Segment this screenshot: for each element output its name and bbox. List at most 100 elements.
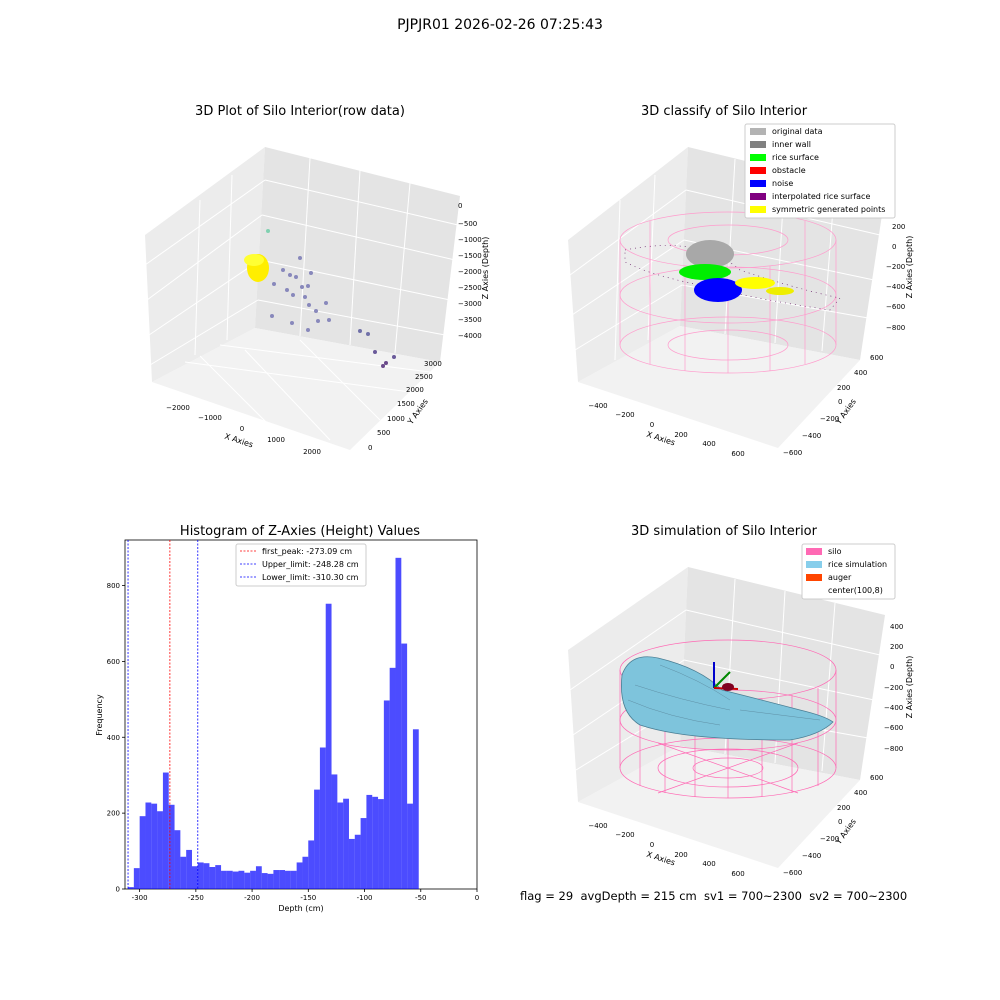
classify-x-ticks: −400 −200 0 200 400 600	[588, 402, 744, 458]
svg-text:−600: −600	[783, 449, 802, 457]
histogram-bar	[261, 873, 268, 889]
svg-text:400: 400	[702, 440, 715, 448]
svg-text:−2000: −2000	[458, 268, 482, 276]
histogram-bar	[203, 863, 210, 889]
histogram-x-ticks: -300 -250 -200 -150 -100 -50 0	[132, 889, 479, 902]
histogram-title: Histogram of Z-Axies (Height) Values	[179, 524, 421, 539]
x-tick-label: -250	[188, 894, 204, 902]
svg-text:−500: −500	[458, 220, 477, 228]
svg-text:0: 0	[650, 841, 654, 849]
y-tick-label: 0	[116, 886, 120, 894]
simulation-z-ticks: 400 200 0 −200 −400 −600 −800	[884, 623, 903, 753]
svg-text:rice surface: rice surface	[772, 153, 819, 162]
classify-z-label: Z Axies (Depth)	[905, 236, 914, 299]
histogram-bar	[250, 870, 256, 889]
histogram-bar	[157, 811, 163, 889]
histogram-bar	[343, 798, 349, 889]
svg-text:2000: 2000	[406, 386, 424, 394]
histogram-bar	[302, 856, 309, 889]
simulation-plot-title: 3D simulation of Silo Interior	[631, 524, 817, 539]
x-tick-label: -200	[244, 894, 260, 902]
svg-text:−400: −400	[884, 704, 903, 712]
svg-text:−3000: −3000	[458, 300, 482, 308]
svg-text:2000: 2000	[303, 448, 321, 456]
svg-text:symmetric generated points: symmetric generated points	[772, 205, 885, 214]
histogram-legend: first_peak: -273.09 cm Upper_limit: -248…	[235, 543, 367, 587]
histogram-bar	[133, 868, 140, 889]
histogram-bar	[186, 849, 192, 889]
raw-z-label: Z Axies (Depth)	[481, 237, 490, 300]
svg-text:600: 600	[731, 450, 744, 458]
histogram-bar	[145, 802, 152, 889]
svg-text:obstacle: obstacle	[772, 166, 806, 175]
raw-grid	[144, 157, 459, 447]
svg-text:−600: −600	[886, 303, 905, 311]
svg-text:600: 600	[731, 870, 744, 878]
histogram-bar	[389, 667, 396, 889]
histogram-bar	[209, 866, 216, 889]
svg-text:200: 200	[674, 431, 687, 439]
histogram-bar	[151, 803, 158, 889]
histogram-bar	[191, 866, 198, 889]
x-tick-label: -100	[357, 894, 373, 902]
histogram-bar	[366, 794, 373, 889]
histogram-bar	[238, 870, 245, 889]
histogram-bar	[354, 834, 361, 889]
histogram-bar	[290, 870, 297, 889]
histogram-bar	[378, 799, 384, 889]
histogram-bar	[128, 887, 134, 889]
svg-text:0: 0	[890, 663, 894, 671]
auger-marker	[713, 662, 739, 691]
svg-text:−2000: −2000	[166, 404, 190, 412]
histogram-bar	[197, 862, 204, 889]
svg-text:−200: −200	[820, 835, 839, 843]
svg-text:−200: −200	[886, 263, 905, 271]
raw-z-ticks: 0 −500 −1000 −1500 −2000 −2500 −3000 −35…	[458, 202, 482, 340]
histogram-bar	[180, 856, 187, 889]
histogram-bar	[162, 772, 169, 889]
svg-text:silo: silo	[828, 547, 842, 556]
histogram-bar	[331, 774, 338, 889]
histogram-bar	[348, 838, 355, 889]
y-tick-label: 200	[107, 810, 120, 818]
svg-text:0: 0	[838, 398, 842, 406]
svg-text:−200: −200	[615, 411, 634, 419]
x-tick-label: -50	[415, 894, 426, 902]
histogram-bar	[226, 870, 233, 889]
histogram-chart: -300 -250 -200 -150 -100 -50 0 0 200 400 600 800 D…	[95, 539, 479, 913]
histogram-bar	[255, 866, 262, 889]
classify-point-clusters	[624, 240, 841, 311]
histogram-bar	[325, 603, 332, 889]
histogram-bar	[139, 816, 146, 889]
svg-text:1000: 1000	[387, 415, 405, 423]
simulation-z-label: Z Axies (Depth)	[905, 656, 914, 719]
svg-text:0: 0	[368, 444, 372, 452]
svg-text:600: 600	[870, 774, 883, 782]
histogram-bar	[401, 643, 408, 889]
svg-text:0: 0	[892, 243, 896, 251]
svg-text:center(100,8): center(100,8)	[828, 586, 883, 595]
histogram-bar	[168, 804, 175, 889]
svg-text:400: 400	[854, 369, 867, 377]
svg-text:−400: −400	[588, 402, 607, 410]
histogram-bar	[383, 700, 390, 889]
histogram-y-label: Frequency	[95, 694, 104, 736]
raw-x-ticks: −2000 −1000 0 1000 2000	[166, 404, 321, 456]
svg-text:auger: auger	[828, 573, 852, 582]
svg-text:400: 400	[854, 789, 867, 797]
histogram-bar	[308, 840, 315, 889]
histogram-bars	[128, 557, 419, 889]
svg-text:−800: −800	[886, 324, 905, 332]
histogram-reference-lines	[127, 540, 199, 889]
svg-text:200: 200	[674, 851, 687, 859]
classify-legend: original data inner wall rice surface ob…	[744, 123, 896, 219]
svg-text:−4000: −4000	[458, 332, 482, 340]
svg-text:2500: 2500	[415, 373, 433, 381]
svg-text:400: 400	[890, 623, 903, 631]
svg-text:200: 200	[837, 384, 850, 392]
histogram-x-label: Depth (cm)	[278, 904, 323, 913]
classify-y-ticks: −600 −400 −200 0 200 400 600	[783, 354, 883, 457]
svg-text:original data: original data	[772, 127, 823, 136]
svg-text:−800: −800	[884, 745, 903, 753]
svg-text:−2500: −2500	[458, 284, 482, 292]
